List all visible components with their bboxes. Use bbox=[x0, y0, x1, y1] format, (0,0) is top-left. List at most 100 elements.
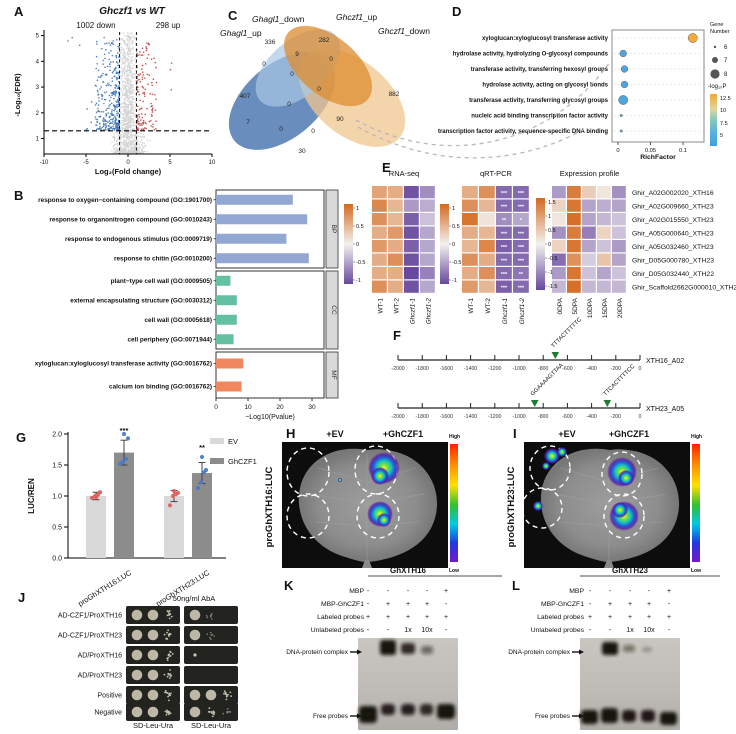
go-bar bbox=[216, 214, 308, 225]
luminescence-signal bbox=[544, 448, 560, 464]
heatmap-cell bbox=[388, 213, 403, 226]
replicate-dot bbox=[123, 456, 129, 461]
arrow-icon bbox=[579, 649, 584, 655]
ruler-tick-label: -400 bbox=[586, 366, 596, 372]
go-dot bbox=[619, 129, 623, 133]
condition-label: MBP-GhCZF1 bbox=[541, 601, 584, 608]
go-term-label: cell periphery (GO:0071944) bbox=[127, 336, 212, 343]
heatmap-cell bbox=[496, 199, 512, 212]
heatmap-cell bbox=[479, 186, 495, 199]
heatmap-cell bbox=[567, 186, 581, 199]
treatment-label: +GhCZF1 bbox=[383, 429, 423, 439]
ruler-tick-label: -2000 bbox=[391, 366, 404, 372]
panel-letter: B bbox=[14, 188, 23, 203]
legend-label: EV bbox=[228, 437, 238, 446]
y-axis-label: -Log₁₀(FDR) bbox=[13, 73, 22, 117]
bar bbox=[86, 496, 106, 558]
heatmap-cell bbox=[513, 226, 529, 239]
x-axis-label: Log₂(Fold change) bbox=[95, 167, 162, 176]
venn-count: 0 bbox=[279, 126, 283, 133]
ruler-tick-label: -1200 bbox=[488, 366, 501, 372]
heatmap-cell bbox=[404, 253, 419, 266]
gene-label: Ghir_D05G032440_XTH22 bbox=[632, 271, 714, 278]
x-axis-label: −Log10(Pvalue) bbox=[245, 414, 295, 421]
facet-strip-label: BP bbox=[330, 225, 337, 234]
colony-spots bbox=[189, 629, 215, 641]
bar bbox=[192, 473, 212, 558]
heatmap-cell bbox=[404, 280, 419, 293]
go-dot bbox=[620, 80, 629, 89]
heatmap-cell bbox=[582, 226, 596, 239]
venn-set-label: Ghczf1_up bbox=[336, 12, 377, 22]
heatmap-cell bbox=[612, 199, 626, 212]
ruler-tick-label: -600 bbox=[562, 366, 572, 372]
y-axis-label: LUC/REN bbox=[27, 478, 36, 514]
heatmap-cell bbox=[567, 240, 581, 253]
heatmap-cell bbox=[479, 240, 495, 253]
heatmap-cell bbox=[597, 240, 611, 253]
colorbar-tick: 1 bbox=[548, 214, 551, 220]
arrow-icon bbox=[357, 713, 362, 719]
colony-spots bbox=[131, 689, 172, 702]
replicate-dot bbox=[203, 467, 209, 473]
down-count: 1002 down bbox=[76, 21, 115, 30]
replicate-dot bbox=[198, 480, 204, 485]
heatmap-cell bbox=[420, 199, 435, 212]
go-term-label: transferase activity, transferring glyco… bbox=[469, 98, 609, 104]
panel-k-emsa-xth16: GhXTH16 K MBP - - - - + MBP-GhCZF1- + + + - Labeled p… bbox=[272, 564, 504, 734]
heatmap-cell bbox=[462, 226, 478, 239]
go-term-label: xyloglucan:xyloglucosyl transferase acti… bbox=[482, 36, 609, 42]
luminescence-signal bbox=[557, 447, 567, 457]
colony-spots bbox=[193, 653, 197, 657]
ruler-tick-label: -1400 bbox=[464, 414, 477, 420]
colorbar-tick: 0 bbox=[356, 242, 359, 248]
y-tick-label: 3 bbox=[36, 85, 40, 91]
treatment-label: +EV bbox=[558, 429, 575, 439]
pA-svg: A Ghczf1 vs WT 1002 down 298 up -10 -5 0 5 10 1 2 3… bbox=[13, 4, 216, 176]
go-bar bbox=[216, 334, 234, 345]
heatmap-cell bbox=[513, 267, 529, 280]
go-bar bbox=[216, 194, 293, 205]
facet-strip bbox=[325, 351, 339, 399]
heatmap-cell bbox=[582, 199, 596, 212]
condition-value: - bbox=[387, 627, 390, 634]
replicate-dot bbox=[89, 495, 95, 500]
heatmap-cell bbox=[513, 199, 529, 212]
significance-stars: *** bbox=[518, 285, 525, 291]
heatmap-cell bbox=[552, 253, 566, 266]
facet-strip-label: MF bbox=[330, 370, 337, 379]
ruler-tick-label: -1600 bbox=[440, 414, 453, 420]
heatmap-cell bbox=[567, 280, 581, 293]
legend-size-title: Number bbox=[710, 29, 730, 35]
heatmap-cell bbox=[462, 240, 478, 253]
go-dot bbox=[618, 95, 629, 105]
heatmap-cell bbox=[552, 186, 566, 199]
condition-value: - bbox=[629, 588, 632, 595]
condition-value: + bbox=[608, 614, 612, 621]
pH-svg: H +EV +GhCZF1 High Low proGhXTH16:LUC bbox=[264, 426, 460, 574]
ruler-tick-label: -1800 bbox=[416, 366, 429, 372]
go-term-label: calcium ion binding (GO:0016762) bbox=[109, 384, 212, 391]
heatmap-cell bbox=[462, 199, 478, 212]
pC-svg: C Ghagl1_down Ghczf1_up Ghagl1_up Ghczf1_dow… bbox=[220, 8, 430, 155]
intensity-colorbar bbox=[692, 444, 700, 562]
venn-count: 0 bbox=[262, 61, 266, 68]
promoter-name: XTH23_A05 bbox=[646, 406, 684, 413]
go-bar bbox=[216, 295, 237, 306]
panel-g-luc-bars: G 0.0 0.5 1.0 1.5 2.0 LUC/REN proGhXTH16:LUC pro… bbox=[6, 426, 266, 608]
heatmap-cell bbox=[597, 280, 611, 293]
panel-letter: I bbox=[513, 426, 517, 441]
x-tick-label: 20 bbox=[276, 404, 284, 411]
heatmap-cell bbox=[567, 213, 581, 226]
condition-value: - bbox=[407, 588, 410, 595]
connector-dashed-line bbox=[355, 61, 611, 147]
condition-value: 1x bbox=[626, 627, 634, 634]
scale-low-label: Low bbox=[449, 568, 459, 574]
yeast-row-label: Positive bbox=[97, 693, 122, 700]
venn-count: 407 bbox=[240, 93, 251, 100]
heatmap-cell bbox=[513, 240, 529, 253]
luminescence-signal bbox=[371, 467, 389, 485]
heatmap-col-label: WT-1 bbox=[378, 298, 385, 314]
x-tick-label: 30 bbox=[308, 404, 316, 411]
